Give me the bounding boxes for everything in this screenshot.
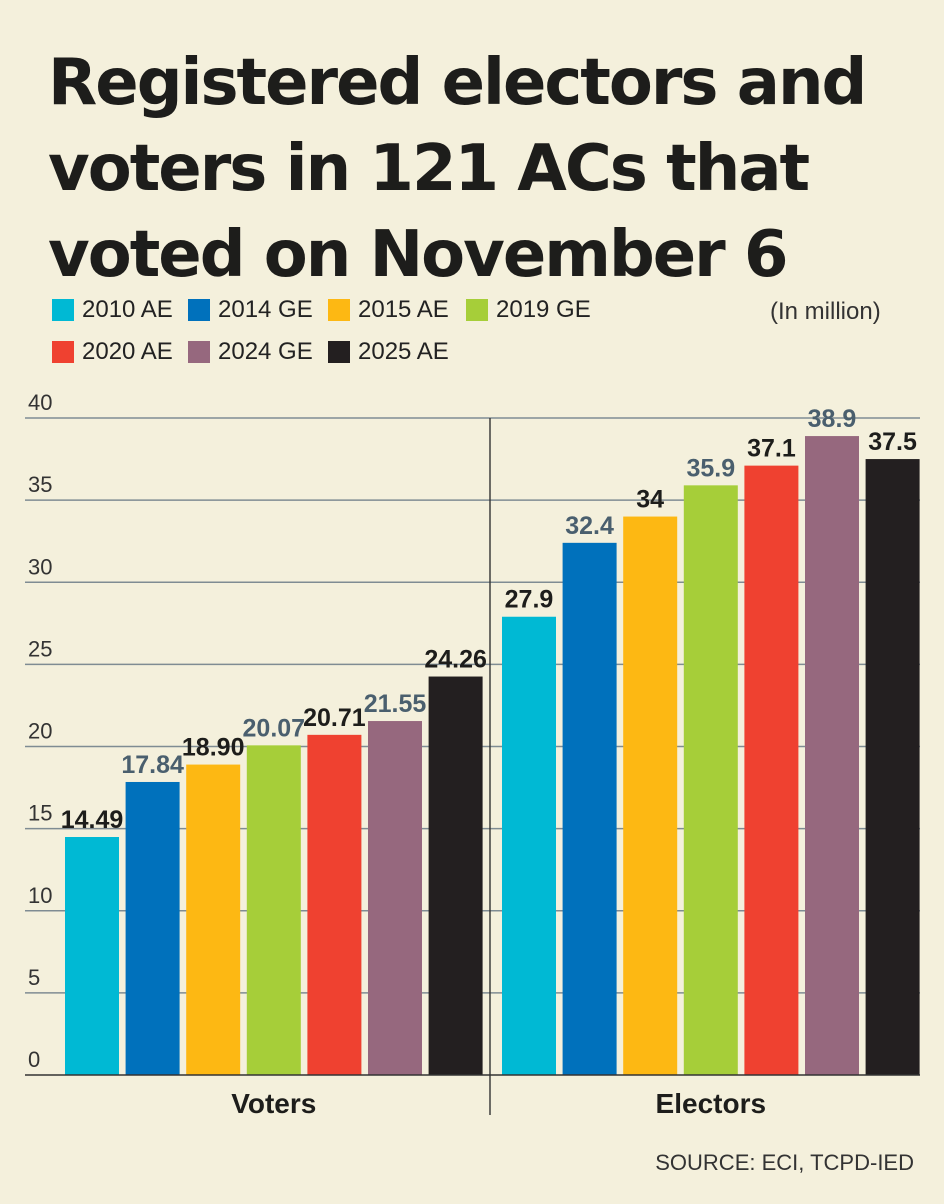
y-tick-label: 15 bbox=[28, 801, 52, 826]
y-tick-label: 35 bbox=[28, 472, 52, 497]
legend-label: 2024 GE bbox=[218, 338, 313, 365]
data-label: 24.26 bbox=[424, 646, 487, 674]
y-tick-label: 10 bbox=[28, 883, 52, 908]
y-tick-label: 25 bbox=[28, 636, 52, 661]
data-label: 37.5 bbox=[868, 428, 917, 456]
bar bbox=[65, 837, 119, 1075]
legend-label: 2014 GE bbox=[218, 296, 313, 323]
legend-item: 2010 AE bbox=[52, 296, 173, 324]
bar bbox=[502, 616, 556, 1075]
y-tick-label: 0 bbox=[28, 1047, 40, 1072]
legend-item: 2024 GE bbox=[188, 338, 313, 366]
legend-item: 2014 GE bbox=[188, 296, 313, 324]
bar bbox=[307, 734, 362, 1075]
bar bbox=[865, 459, 920, 1075]
y-tick-label: 40 bbox=[28, 390, 52, 415]
data-label: 27.9 bbox=[505, 586, 554, 614]
legend-label: 2019 GE bbox=[496, 296, 591, 323]
data-label: 32.4 bbox=[565, 512, 614, 540]
data-label: 14.49 bbox=[61, 806, 124, 834]
bar bbox=[805, 436, 859, 1075]
legend-swatch bbox=[52, 341, 74, 363]
legend-label: 2020 AE bbox=[82, 338, 173, 365]
legend-swatch bbox=[466, 299, 488, 321]
y-tick-label: 30 bbox=[28, 554, 52, 579]
bar bbox=[744, 465, 799, 1075]
source-note: SOURCE: ECI, TCPD-IED bbox=[655, 1150, 914, 1175]
data-label: 38.9 bbox=[808, 405, 857, 433]
bar bbox=[125, 781, 180, 1075]
x-category-label: Electors bbox=[656, 1088, 767, 1119]
x-category-label: Voters bbox=[231, 1088, 316, 1119]
bar bbox=[428, 676, 483, 1075]
legend-swatch bbox=[328, 341, 350, 363]
data-label: 35.9 bbox=[686, 454, 735, 482]
y-tick-label: 5 bbox=[28, 965, 40, 990]
data-label: 21.55 bbox=[364, 690, 427, 718]
bar bbox=[562, 542, 617, 1075]
bar bbox=[186, 764, 241, 1075]
legend-swatch bbox=[52, 299, 74, 321]
data-label: 18.90 bbox=[182, 734, 245, 762]
legend-swatch bbox=[188, 341, 210, 363]
legend-swatch bbox=[328, 299, 350, 321]
data-label: 20.07 bbox=[243, 714, 306, 742]
legend-label: 2025 AE bbox=[358, 338, 449, 365]
data-label: 37.1 bbox=[747, 435, 796, 463]
legend-label: 2015 AE bbox=[358, 296, 449, 323]
legend-item: 2015 AE bbox=[328, 296, 449, 324]
y-tick-label: 20 bbox=[28, 719, 52, 744]
bar bbox=[246, 745, 301, 1075]
unit-note: (In million) bbox=[770, 298, 881, 325]
data-label: 34 bbox=[636, 486, 664, 514]
legend-item: 2020 AE bbox=[52, 338, 173, 366]
legend-item: 2025 AE bbox=[328, 338, 449, 366]
legend-swatch bbox=[188, 299, 210, 321]
bar bbox=[683, 485, 738, 1075]
legend-label: 2010 AE bbox=[82, 296, 173, 323]
bar bbox=[368, 721, 422, 1075]
data-label: 20.71 bbox=[303, 704, 366, 732]
bar bbox=[623, 516, 678, 1075]
legend: 2010 AE 2014 GE 2015 AE 2019 GE 2020 AE 2024 … bbox=[52, 296, 652, 376]
data-label: 17.84 bbox=[121, 751, 184, 779]
chart-title: Registered electors and voters in 121 AC… bbox=[48, 46, 867, 292]
legend-item: 2019 GE bbox=[466, 296, 591, 324]
